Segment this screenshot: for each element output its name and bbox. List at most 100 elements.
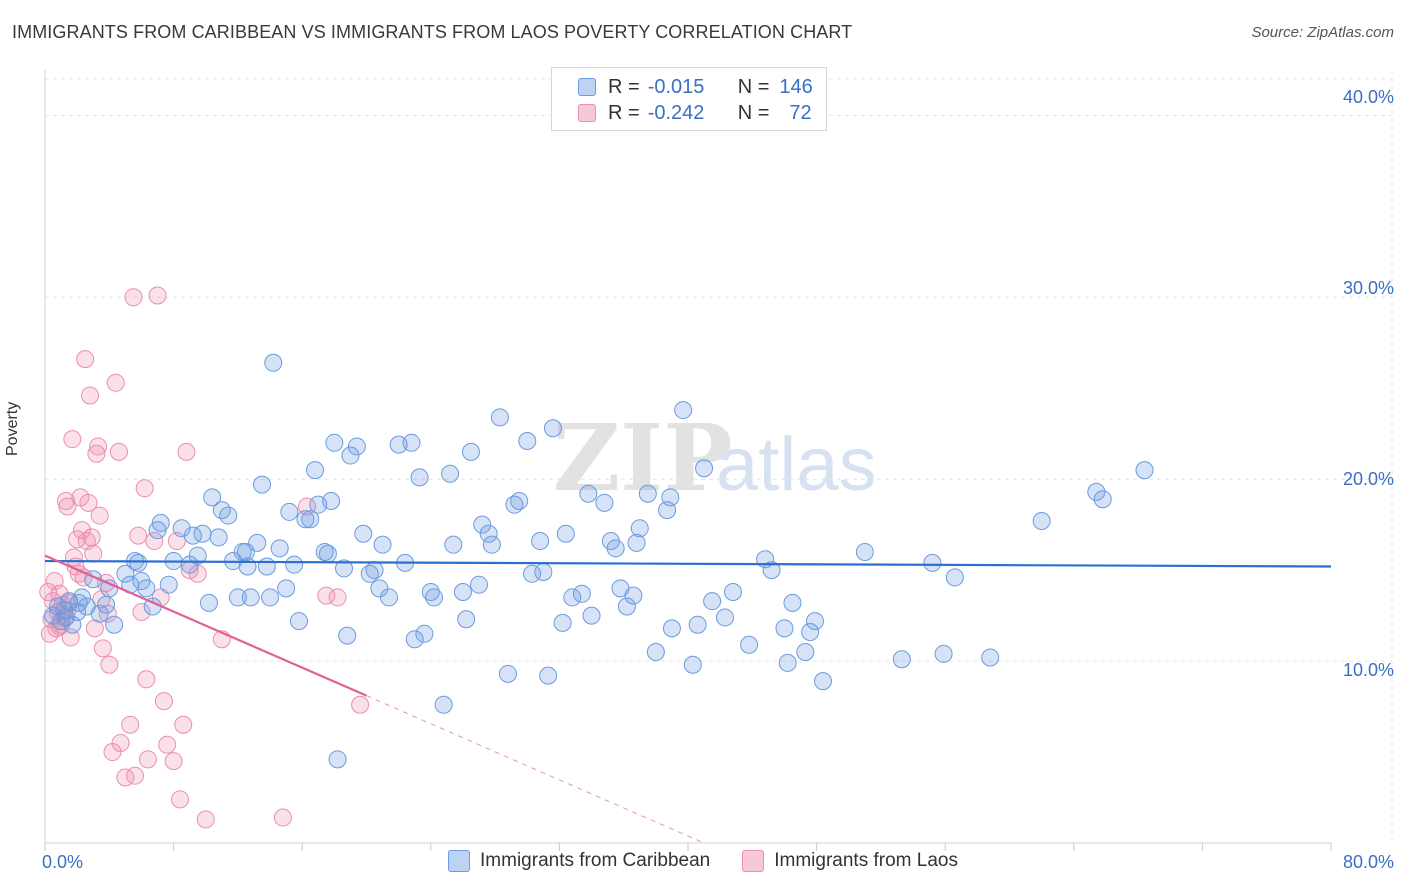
laos-trend-line	[44, 554, 367, 697]
caribbean-point	[421, 582, 440, 601]
caribbean-point	[778, 653, 797, 672]
caribbean-point	[203, 488, 222, 507]
chart-source: Source: ZipAtlas.com	[1251, 24, 1394, 41]
caribbean-point	[261, 588, 280, 607]
caribbean-point	[354, 524, 373, 543]
caribbean-point	[236, 542, 255, 561]
x-tick-label-max: 80.0%	[1342, 852, 1394, 872]
caribbean-point	[264, 353, 283, 372]
legend-r-label: R =	[608, 75, 640, 98]
laos-point	[84, 544, 103, 563]
caribbean-point	[151, 513, 170, 532]
caribbean-point	[129, 553, 148, 572]
series-legend-caribbean: Immigrants from Caribbean	[448, 850, 710, 872]
caribbean-point	[425, 588, 444, 607]
legend-r-value: -0.015	[647, 75, 705, 98]
series-laos-points	[39, 286, 370, 829]
y-axis-label: Poverty	[4, 401, 21, 456]
caribbean-point	[505, 495, 524, 514]
caribbean-point	[523, 564, 542, 583]
laos-point	[100, 655, 119, 674]
axes	[44, 70, 1332, 851]
caribbean-point	[498, 664, 517, 683]
caribbean-point	[188, 546, 207, 565]
caribbean-point	[783, 593, 802, 612]
caribbean-point	[69, 593, 88, 612]
laos-point	[82, 528, 101, 547]
caribbean-point	[572, 584, 591, 603]
caribbean-point	[662, 619, 681, 638]
caribbean-point	[473, 515, 492, 534]
legend-swatch-laos	[578, 104, 596, 122]
laos-point	[328, 588, 347, 607]
caribbean-point	[595, 493, 614, 512]
caribbean-point	[341, 446, 360, 465]
caribbean-point	[137, 579, 156, 598]
laos-point	[273, 808, 292, 827]
caribbean-point	[470, 575, 489, 594]
laos-point	[135, 479, 154, 498]
caribbean-point	[724, 582, 743, 601]
caribbean-point	[674, 401, 693, 420]
legend-row-caribbean: R = -0.015 N = 146	[578, 75, 813, 99]
caribbean-point	[762, 561, 781, 580]
laos-point	[106, 373, 125, 392]
legend-r-value: -0.242	[647, 101, 705, 124]
caribbean-point	[370, 579, 389, 598]
caribbean-point	[627, 533, 646, 552]
caribbean-point	[453, 582, 472, 601]
laos-point	[87, 444, 106, 463]
laos-trend-line-extrapolated	[366, 695, 705, 844]
caribbean-point	[1093, 490, 1112, 509]
watermark: ZIP atlas	[553, 404, 877, 512]
trend-lines	[44, 554, 1332, 844]
caribbean-point	[638, 484, 657, 503]
legend-n-label: N =	[737, 101, 770, 124]
caribbean-point	[695, 459, 714, 478]
caribbean-point	[159, 575, 178, 594]
caribbean-point	[373, 535, 392, 554]
caribbean-point	[334, 559, 353, 578]
laos-point	[148, 286, 167, 305]
caribbean-point	[72, 588, 91, 607]
laos-point	[137, 670, 156, 689]
caribbean-point	[490, 408, 509, 427]
laos-point	[111, 733, 130, 752]
caribbean-point	[624, 586, 643, 605]
caribbean-point	[199, 593, 218, 612]
correlation-legend: R = -0.015 N = 146 R = -0.242 N = 72	[551, 67, 827, 131]
caribbean-point	[241, 588, 260, 607]
caribbean-point	[402, 433, 421, 452]
caribbean-point	[945, 568, 964, 587]
caribbean-point	[923, 553, 942, 572]
caribbean-point	[740, 635, 759, 654]
laos-point	[129, 526, 148, 545]
laos-point	[79, 493, 98, 512]
caribbean-point	[380, 588, 399, 607]
laos-point	[132, 602, 151, 621]
caribbean-point	[68, 602, 87, 621]
caribbean-point	[270, 539, 289, 558]
caribbean-point	[556, 524, 575, 543]
caribbean-point	[441, 464, 460, 483]
caribbean-point	[892, 650, 911, 669]
laos-point	[317, 586, 336, 605]
laos-point	[158, 735, 177, 754]
laos-point	[177, 442, 196, 461]
caribbean-point	[52, 612, 71, 631]
caribbean-point	[253, 475, 272, 494]
caribbean-point	[531, 532, 550, 551]
caribbean-point	[661, 488, 680, 507]
caribbean-point	[318, 544, 337, 563]
laos-point	[109, 442, 128, 461]
caribbean-point	[325, 433, 344, 452]
caribbean-point	[683, 655, 702, 674]
caribbean-point	[328, 750, 347, 769]
caribbean-point	[457, 610, 476, 629]
laos-point	[171, 790, 190, 809]
series-legend: Immigrants from Caribbean Immigrants fro…	[0, 850, 1406, 872]
laos-point	[126, 766, 145, 785]
laos-point	[58, 497, 77, 516]
caribbean-point	[90, 604, 109, 623]
